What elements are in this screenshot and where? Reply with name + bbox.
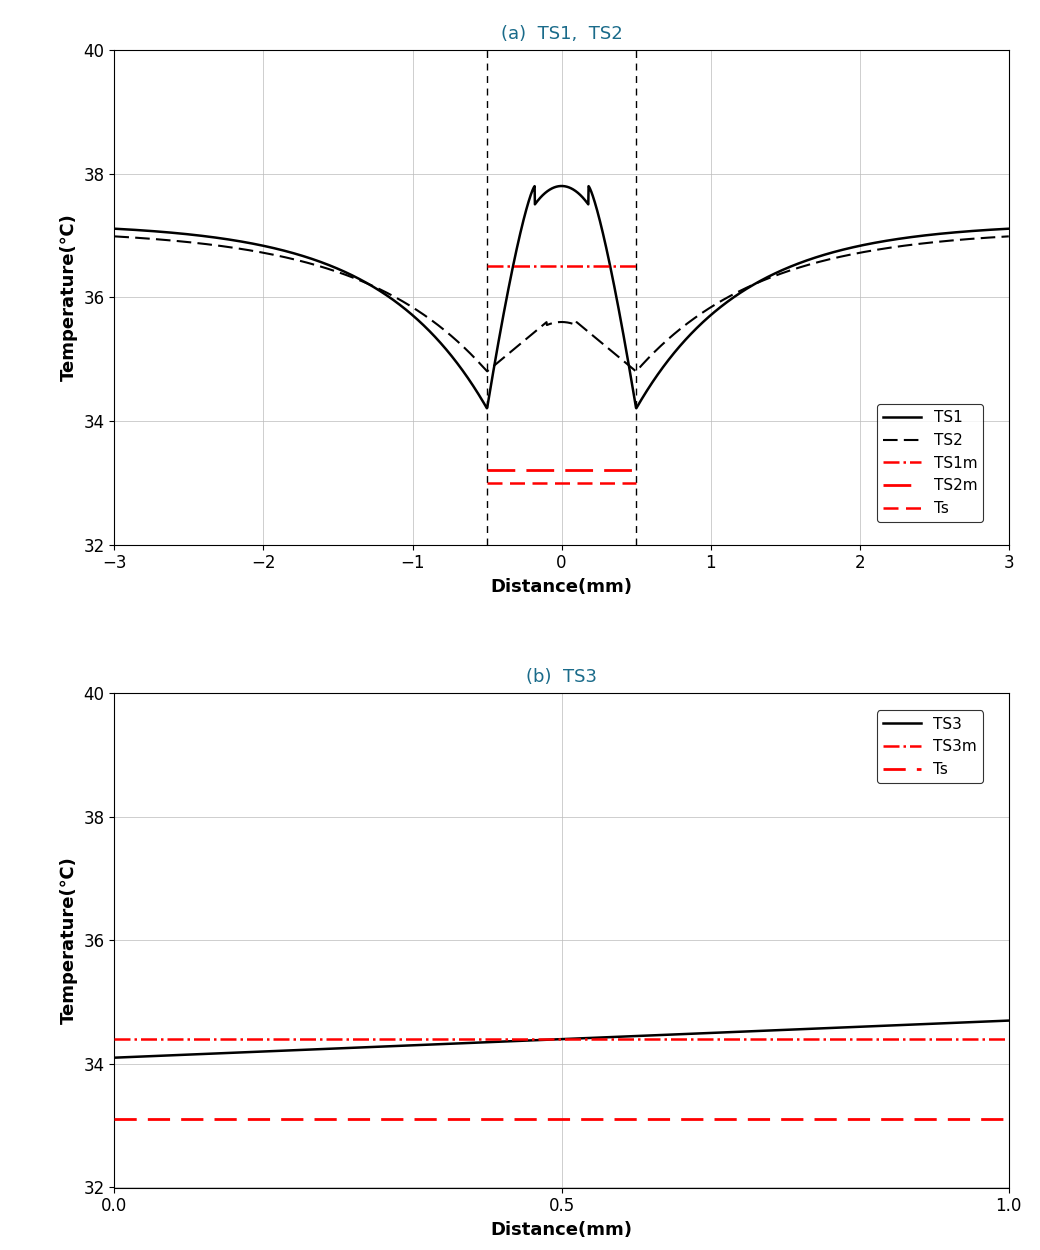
TS1 [1003,221,1015,236]
TS1m [603,259,616,274]
Line: TS2: TS2 [114,236,1009,371]
Ts [480,475,493,490]
TS3m [841,1031,854,1046]
TS2m [480,462,493,478]
TS3m [108,1031,121,1046]
TS2m [570,462,582,478]
Legend: TS3, TS3m, Ts: TS3, TS3m, Ts [877,710,983,782]
Ts [551,475,564,490]
Ts [570,475,582,490]
TS2 [210,238,223,252]
TS3m [981,1031,993,1046]
TS1 [889,231,902,246]
TS3 [539,1032,551,1048]
TS2m [603,462,616,478]
TS1 [451,356,464,371]
Title: (b)  TS3: (b) TS3 [526,668,597,686]
Ts [562,475,574,490]
Line: TS3: TS3 [114,1020,1009,1058]
TS1 [210,230,223,245]
TS3 [841,1020,854,1035]
TS3 [981,1014,993,1029]
TS2 [889,240,902,255]
TS2m [551,462,564,478]
TS1m [630,259,643,274]
X-axis label: Distance(mm): Distance(mm) [491,578,632,596]
Ts [532,1112,545,1128]
TS1 [108,221,121,236]
TS3m [1003,1031,1015,1046]
TS1m [562,259,574,274]
TS2 [985,230,997,245]
Ts [539,1112,551,1128]
Ts [981,1112,993,1128]
TS1m [626,259,639,274]
TS3m [532,1031,545,1046]
Ts [1003,1112,1015,1128]
TS2 [451,334,464,349]
TS3 [592,1030,604,1045]
TS1m [480,259,493,274]
TS3 [641,1028,653,1042]
Ts [108,1112,121,1128]
Line: TS1: TS1 [114,186,1009,409]
TS2m [626,462,639,478]
Ts [630,475,643,490]
TS3 [532,1032,545,1048]
TS1 [490,346,502,361]
TS1 [986,222,998,238]
TS2m [552,462,565,478]
TS1 [263,240,276,255]
TS2 [108,229,121,244]
Legend: TS1, TS2, TS1m, TS2m, Ts: TS1, TS2, TS1m, TS2m, Ts [877,404,983,522]
Ts [641,1112,653,1128]
TS1 [480,401,493,416]
Y-axis label: Temperature(℃): Temperature(℃) [60,856,78,1024]
Ts [626,475,639,490]
Ts [552,475,565,490]
Ts [592,1112,604,1128]
TS3m [539,1031,551,1046]
TS3m [592,1031,604,1046]
TS3 [1003,1013,1015,1028]
Title: (a)  TS1,  TS2: (a) TS1, TS2 [500,25,623,42]
TS2 [263,246,276,261]
TS1m [551,259,564,274]
TS2 [490,356,502,371]
TS3m [641,1031,653,1046]
Y-axis label: Temperature(℃): Temperature(℃) [60,214,78,381]
TS2m [630,462,643,478]
Ts [841,1112,854,1128]
X-axis label: Distance(mm): Distance(mm) [491,1221,632,1239]
TS2 [1003,229,1015,244]
TS3 [108,1050,121,1065]
TS1m [552,259,565,274]
TS2 [480,364,493,379]
TS1 [555,179,568,194]
TS2m [562,462,574,478]
Ts [603,475,616,490]
TS1m [570,259,582,274]
